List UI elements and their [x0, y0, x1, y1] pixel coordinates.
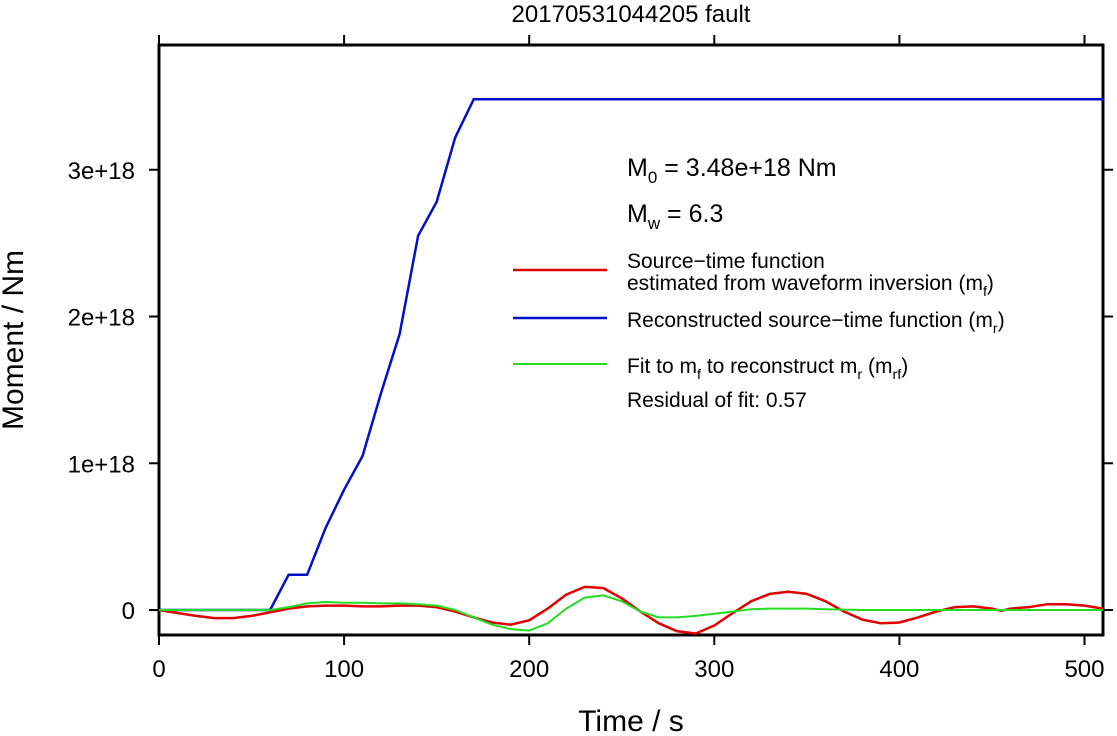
moment-annotation: M0 = 3.48e+18 Nm	[627, 154, 837, 187]
residual-annotation: Residual of fit: 0.57	[627, 389, 807, 412]
y-tick-label: 0	[122, 598, 135, 625]
x-axis: 0 100 200 300 400 500	[152, 35, 1105, 683]
legend-label: Fit to mf to reconstruct mr (mrf)	[627, 355, 908, 383]
y-axis: 0 1e+18 2e+18 3e+18	[68, 158, 1113, 625]
y-tick-label: 3e+18	[68, 158, 135, 185]
x-tick-label: 200	[509, 656, 549, 683]
moment-curve	[159, 98, 1103, 612]
magnitude-annotation: Mw = 6.3	[627, 200, 723, 233]
y-tick-label: 1e+18	[68, 451, 135, 478]
plot-frame	[157, 43, 1105, 637]
x-tick-label: 400	[879, 656, 919, 683]
x-tick-label: 300	[694, 656, 734, 683]
y-axis-label: Moment / Nm	[0, 250, 30, 430]
x-tick-label: 500	[1064, 656, 1104, 683]
chart-title: 20170531044205 fault	[512, 1, 751, 28]
fit-curve	[159, 594, 1103, 632]
legend-label-line2: estimated from waveform inversion (mf)	[627, 272, 994, 300]
legend-label: Source−time function	[627, 250, 825, 273]
series-group	[158, 98, 1104, 635]
x-tick-label: 0	[152, 656, 165, 683]
legend-label: Reconstructed source−time function (mr)	[627, 309, 1005, 337]
x-axis-label: Time / s	[578, 705, 684, 736]
x-tick-label: 100	[324, 656, 364, 683]
y-tick-label: 2e+18	[68, 305, 135, 332]
annotations: M0 = 3.48e+18 Nm Mw = 6.3 Residual of fit:…	[627, 154, 837, 412]
